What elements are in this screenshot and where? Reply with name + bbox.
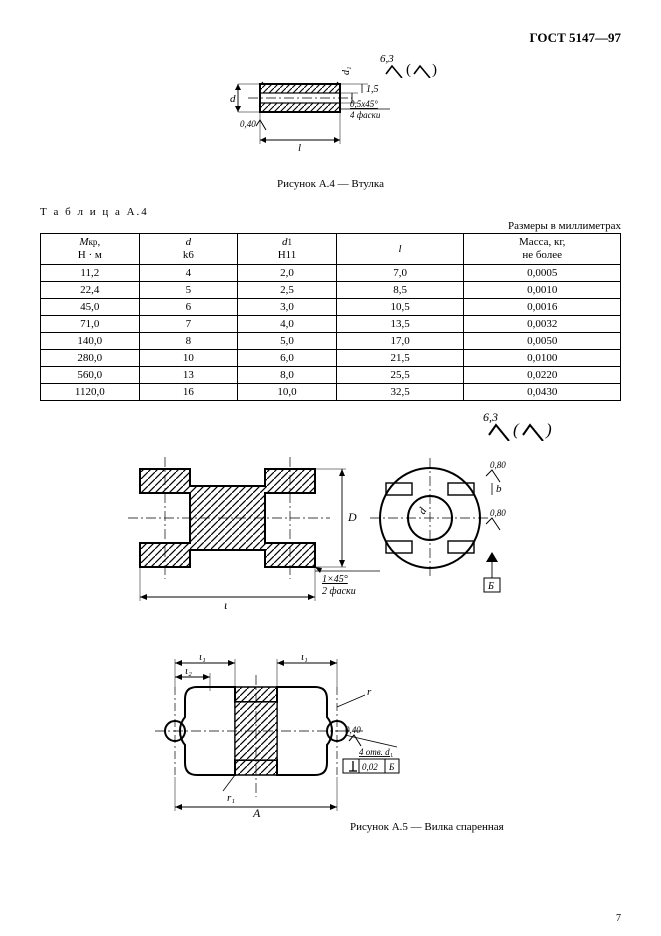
table-cell: 0,0050	[464, 333, 621, 350]
svg-text:): )	[545, 420, 552, 439]
figure-a5-caption: Рисунок А.5 — Вилка спаренная	[350, 821, 504, 833]
table-cell: 22,4	[41, 282, 140, 299]
figure-a5-bottom-svg: ι₁ ι₁ ι₂ r r₁ A 0,40 4 отв. d₁	[135, 647, 415, 817]
figure-a5-container: ι D 1×45° 2 фаски d b	[40, 451, 621, 851]
table-cell: 4	[139, 265, 238, 282]
table-row: 45,063,010,50,0016	[41, 299, 621, 316]
page-number: 7	[616, 913, 621, 924]
table-cell: 71,0	[41, 316, 140, 333]
table-cell: 0,0010	[464, 282, 621, 299]
table-cell: 0,0032	[464, 316, 621, 333]
svg-text:r₁: r₁	[227, 792, 235, 804]
figure-a4-container: 6,3 ( ) d d₁	[40, 52, 621, 172]
svg-text:0,02: 0,02	[362, 762, 378, 772]
svg-text:(: (	[513, 420, 520, 439]
table-cell: 3,0	[238, 299, 337, 316]
table-row: 560,0138,025,50,0220	[41, 367, 621, 384]
table-cell: 13	[139, 367, 238, 384]
table-cell: 280,0	[41, 350, 140, 367]
table-header-row: Mкр,Н · м dk6 d1H11 l Масса, кг,не более	[41, 234, 621, 265]
table-cell: 560,0	[41, 367, 140, 384]
table-cell: 1120,0	[41, 384, 140, 401]
table-cell: 4,0	[238, 316, 337, 333]
table-row: 71,074,013,50,0032	[41, 316, 621, 333]
table-cell: 45,0	[41, 299, 140, 316]
table-row: 280,0106,021,50,0100	[41, 350, 621, 367]
table-cell: 32,5	[336, 384, 464, 401]
svg-text:ι: ι	[224, 598, 227, 612]
svg-text:Б: Б	[487, 581, 494, 592]
svg-text:b: b	[496, 483, 502, 495]
figure-a5-top-svg: ι D 1×45° 2 фаски d b	[120, 451, 540, 621]
svg-text:ι₂: ι₂	[185, 665, 192, 677]
table-cell: 8	[139, 333, 238, 350]
table-cell: 10	[139, 350, 238, 367]
table-cell: 17,0	[336, 333, 464, 350]
table-cell: 13,5	[336, 316, 464, 333]
svg-text:4 отв. d₁: 4 отв. d₁	[359, 747, 393, 757]
svg-text:0,80: 0,80	[490, 508, 506, 518]
svg-text:4 фаски: 4 фаски	[350, 110, 381, 120]
table-cell: 11,2	[41, 265, 140, 282]
table-cell: 2,5	[238, 282, 337, 299]
table-cell: 0,0430	[464, 384, 621, 401]
svg-text:d: d	[416, 506, 429, 517]
table-cell: 7	[139, 316, 238, 333]
svg-text:0,80: 0,80	[490, 460, 506, 470]
table-cell: 6	[139, 299, 238, 316]
table-row: 22,452,58,50,0010	[41, 282, 621, 299]
table-cell: 0,0016	[464, 299, 621, 316]
table-cell: 16	[139, 384, 238, 401]
svg-text:0,40: 0,40	[345, 725, 361, 735]
svg-text:D: D	[347, 510, 357, 524]
svg-text:d₁: d₁	[341, 67, 352, 75]
table-cell: 10,0	[238, 384, 337, 401]
figure-a4-caption: Рисунок А.4 — Втулка	[40, 178, 621, 190]
document-code: ГОСТ 5147—97	[40, 30, 621, 46]
svg-text:0,40: 0,40	[240, 119, 256, 129]
table-cell: 8,0	[238, 367, 337, 384]
table-cell: 0,0220	[464, 367, 621, 384]
table-cell: 5	[139, 282, 238, 299]
table-cell: 25,5	[336, 367, 464, 384]
figure-a4-svg: d d₁ 1,5 0,5х45° 4 фаски l 0,40	[220, 52, 440, 162]
table-cell: 6,0	[238, 350, 337, 367]
svg-text:d: d	[230, 93, 236, 105]
svg-text:ι₁: ι₁	[199, 651, 206, 663]
svg-text:r: r	[367, 686, 372, 698]
table-row: 1120,01610,032,50,0430	[41, 384, 621, 401]
svg-text:0,5х45°: 0,5х45°	[350, 99, 378, 109]
svg-text:ι₁: ι₁	[301, 651, 308, 663]
table-cell: 5,0	[238, 333, 337, 350]
table-cell: 140,0	[41, 333, 140, 350]
table-cell: 0,0100	[464, 350, 621, 367]
svg-text:6,3: 6,3	[483, 411, 498, 424]
table-cell: 7,0	[336, 265, 464, 282]
table-cell: 2,0	[238, 265, 337, 282]
svg-text:Б: Б	[388, 762, 395, 772]
table-a4: Mкр,Н · м dk6 d1H11 l Масса, кг,не более…	[40, 233, 621, 401]
table-cell: 8,5	[336, 282, 464, 299]
surface-finish-a5: 6,3 ( )	[40, 411, 561, 445]
table-label: Т а б л и ц а А.4	[40, 206, 621, 218]
svg-text:A: A	[252, 806, 261, 817]
table-units: Размеры в миллиметрах	[40, 220, 621, 232]
table-cell: 21,5	[336, 350, 464, 367]
table-row: 11,242,07,00,0005	[41, 265, 621, 282]
svg-text:l: l	[298, 142, 301, 154]
svg-text:1,5: 1,5	[366, 84, 379, 95]
svg-text:2 фаски: 2 фаски	[322, 586, 356, 597]
table-row: 140,085,017,00,0050	[41, 333, 621, 350]
table-cell: 0,0005	[464, 265, 621, 282]
table-cell: 10,5	[336, 299, 464, 316]
svg-text:1×45°: 1×45°	[322, 574, 348, 585]
